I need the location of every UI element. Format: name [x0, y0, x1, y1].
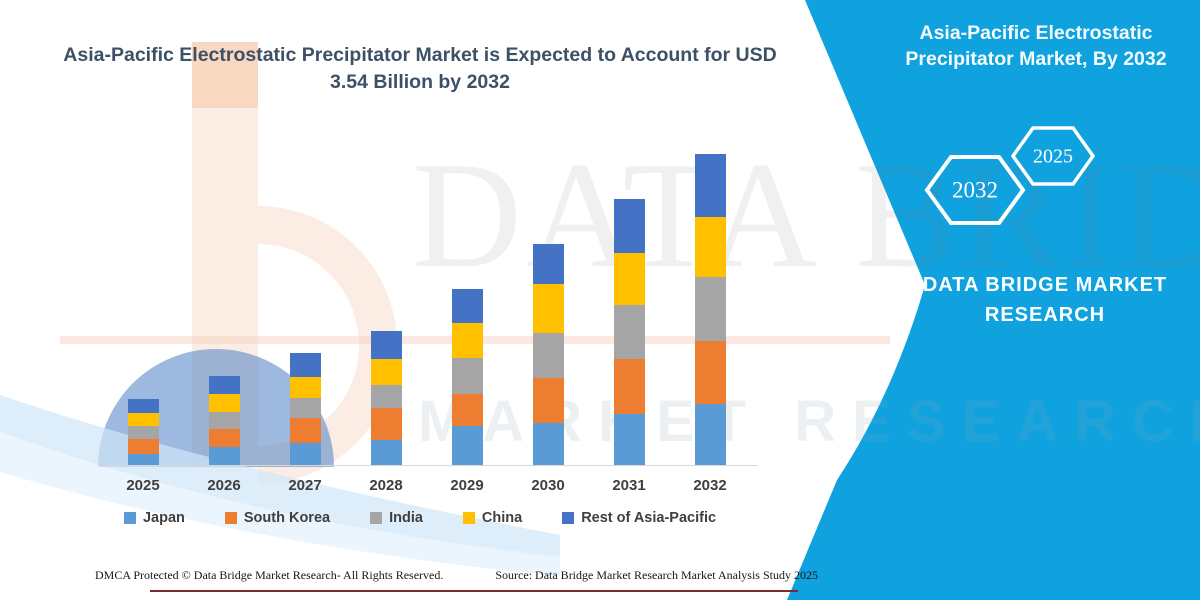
- legend-swatch: [370, 512, 383, 524]
- bar-2031: [613, 199, 645, 465]
- footer-source-text: Source: Data Bridge Market Research Mark…: [495, 568, 818, 582]
- bar-segment-china: [532, 284, 564, 333]
- footer: DMCA Protected © Data Bridge Market Rese…: [95, 568, 818, 583]
- bar-2026: [208, 376, 240, 465]
- panel-heading: Asia-Pacific Electrostatic Precipitator …: [905, 22, 1167, 71]
- legend-label: South Korea: [243, 510, 331, 526]
- bar-segment-south-korea: [532, 378, 564, 423]
- chart-legend: Japan South Korea India China Rest of Asia-P…: [70, 510, 770, 526]
- x-axis-label-2031: 2031: [612, 477, 646, 494]
- x-axis-label-2029: 2029: [450, 477, 484, 494]
- bar-segment-rest-of-asia-pacific: [451, 289, 483, 323]
- bar-segment-india: [370, 385, 402, 408]
- bar-segment-china: [370, 359, 402, 385]
- legend-swatch: [462, 512, 475, 524]
- footer-dmca-text: DMCA Protected © Data Bridge Market Rese…: [95, 568, 444, 582]
- chart-title: Asia-Pacific Electrostatic Precipitator …: [63, 44, 777, 94]
- bar-2028: [370, 331, 402, 465]
- bar-segment-china: [289, 377, 321, 398]
- x-axis-line: [103, 465, 758, 466]
- legend-swatch: [224, 512, 237, 524]
- bar-segment-rest-of-asia-pacific: [208, 376, 240, 394]
- bar-segment-japan: [613, 414, 645, 465]
- bar-segment-india: [208, 412, 240, 429]
- bar-segment-india: [127, 426, 159, 439]
- bar-segment-south-korea: [370, 408, 402, 440]
- bar-2025: [127, 399, 159, 465]
- bar-segment-india: [451, 358, 483, 394]
- bar-segment-rest-of-asia-pacific: [613, 199, 645, 253]
- bar-segment-india: [613, 305, 645, 359]
- bar-segment-rest-of-asia-pacific: [370, 331, 402, 359]
- bar-segment-japan: [208, 447, 240, 465]
- brand-name: DATA BRIDGE MARKET RESEARCH: [895, 270, 1195, 330]
- legend-item-japan: Japan: [123, 510, 185, 526]
- legend-swatch: [123, 512, 136, 524]
- legend-swatch: [562, 512, 575, 524]
- bar-segment-india: [532, 333, 564, 378]
- bar-segment-rest-of-asia-pacific: [532, 244, 564, 284]
- legend-item-south-korea: South Korea: [224, 510, 331, 526]
- bar-2027: [289, 353, 321, 465]
- x-axis-label-2025: 2025: [126, 477, 160, 494]
- bar-segment-rest-of-asia-pacific: [289, 353, 321, 377]
- bar-segment-rest-of-asia-pacific: [694, 154, 726, 217]
- bar-segment-south-korea: [451, 394, 483, 426]
- bar-segment-china: [451, 323, 483, 358]
- bar-segment-south-korea: [694, 341, 726, 404]
- bar-segment-south-korea: [613, 359, 645, 414]
- brand-line2: RESEARCH: [984, 304, 1106, 326]
- bar-segment-india: [289, 398, 321, 418]
- bar-segment-japan: [127, 454, 159, 465]
- legend-label: Rest of Asia-Pacific: [581, 510, 717, 526]
- legend-label: China: [481, 510, 523, 526]
- x-axis-label-2027: 2027: [288, 477, 322, 494]
- bar-segment-south-korea: [127, 439, 159, 454]
- bar-segment-china: [694, 217, 726, 277]
- bar-2029: [451, 289, 483, 465]
- bar-segment-japan: [370, 440, 402, 465]
- legend-item-rest-of-asia-pacific: Rest of Asia-Pacific: [562, 510, 716, 526]
- legend-item-india: India: [370, 510, 423, 526]
- bar-segment-india: [694, 277, 726, 341]
- x-axis-label-2028: 2028: [369, 477, 403, 494]
- x-axis-label-2026: 2026: [207, 477, 241, 494]
- bar-segment-south-korea: [208, 429, 240, 447]
- bar-segment-japan: [694, 404, 726, 465]
- bar-2032: [694, 154, 726, 465]
- bar-segment-japan: [451, 426, 483, 465]
- bar-segment-china: [208, 394, 240, 412]
- legend-label: Japan: [142, 510, 185, 526]
- bar-segment-china: [613, 253, 645, 305]
- footer-rule: [150, 590, 798, 592]
- bar-segment-south-korea: [289, 418, 321, 443]
- brand-line1: DATA BRIDGE MARKET: [922, 274, 1168, 296]
- bar-segment-rest-of-asia-pacific: [127, 399, 159, 413]
- legend-item-china: China: [462, 510, 523, 526]
- legend-label: India: [389, 510, 423, 526]
- x-axis-label-2032: 2032: [693, 477, 727, 494]
- bar-segment-japan: [289, 443, 321, 465]
- bar-2030: [532, 244, 564, 465]
- bar-segment-china: [127, 413, 159, 426]
- bar-segment-japan: [532, 423, 564, 465]
- x-axis-label-2030: 2030: [531, 477, 565, 494]
